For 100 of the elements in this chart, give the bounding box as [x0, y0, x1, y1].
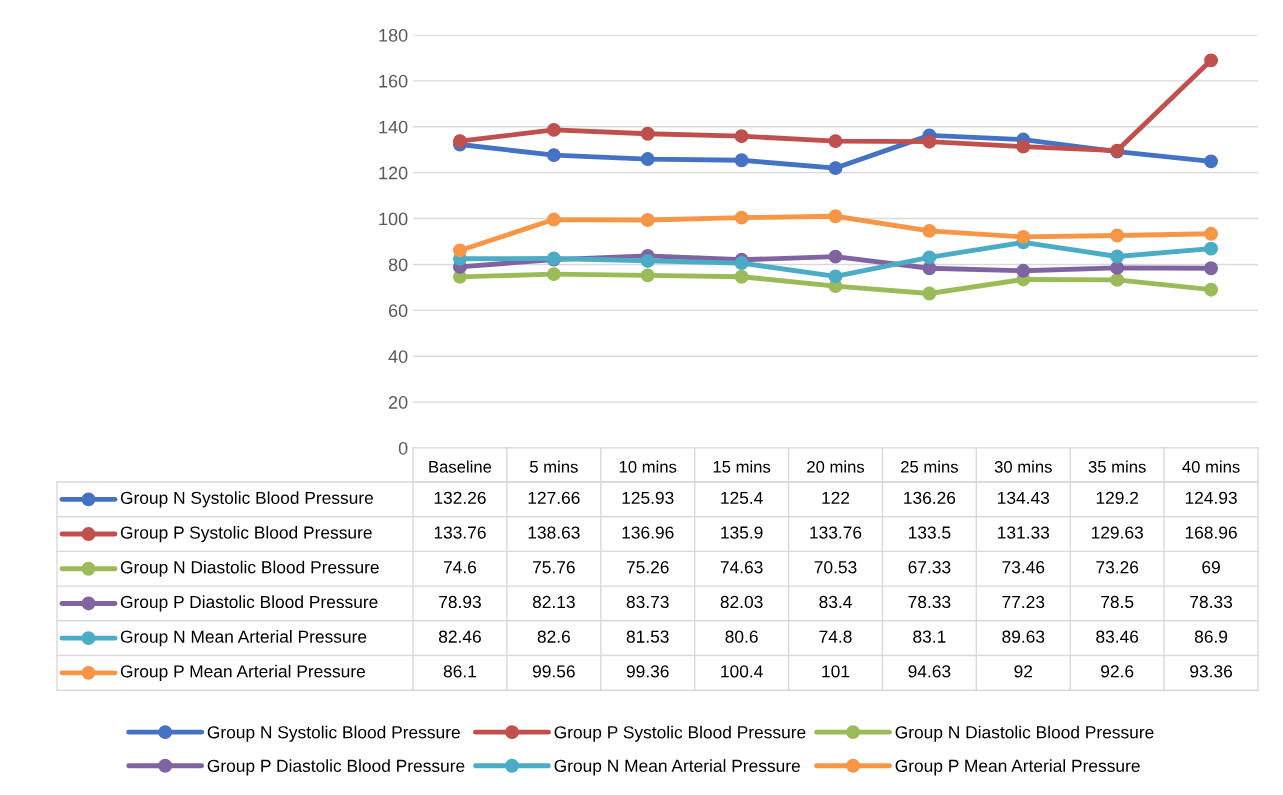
point: [1204, 282, 1219, 297]
text: Group N Diastolic Blood Pressure: [895, 725, 1154, 742]
x-tick-label: 20 mins: [807, 460, 865, 473]
data-label: 82.46: [438, 630, 481, 643]
y-tick-label: 160: [379, 74, 408, 88]
y-tick-label: 60: [388, 304, 408, 318]
y-tick-label: 40: [388, 350, 408, 363]
data-label: 70.53: [814, 561, 857, 574]
x-tick-label: 35 mins: [1088, 460, 1146, 473]
data-label: 131.33: [998, 526, 1050, 539]
point: [1110, 228, 1125, 243]
point: [1204, 154, 1219, 169]
data-label: 99.36: [626, 665, 669, 678]
point: [828, 269, 843, 284]
point: [452, 243, 467, 258]
x-tick-label: Baseline: [429, 460, 492, 473]
point: [1016, 139, 1031, 154]
x-tick-label: 30 mins: [994, 460, 1052, 473]
point: [828, 249, 843, 264]
point: [1016, 229, 1031, 244]
point: [1204, 261, 1219, 276]
point: [546, 122, 561, 137]
data-label: 127.66: [528, 491, 580, 505]
point: [922, 134, 937, 149]
point: [922, 223, 937, 238]
data-label: 75.76: [533, 561, 575, 574]
point: [640, 213, 655, 227]
legend-label: Group P Mean Arterial Pressure: [120, 664, 365, 681]
legend-label: Group N Mean Arterial Pressure: [120, 630, 367, 647]
data-label: 78.5: [1101, 595, 1134, 609]
data-label: 125.93: [622, 491, 674, 505]
point: [546, 212, 561, 227]
data-label: 83.4: [819, 595, 852, 609]
data-label: 86.9: [1194, 630, 1228, 643]
data-label: 136.26: [904, 491, 956, 505]
data-label: 135.9: [721, 526, 763, 539]
legend-label: Group N Diastolic Blood Pressure: [120, 560, 379, 577]
data-label: 124.93: [1185, 491, 1237, 505]
point: [1204, 53, 1219, 68]
data-label: 82.6: [537, 630, 570, 643]
point: [640, 152, 655, 167]
data-label: 94.63: [908, 665, 951, 678]
data-label: 122: [822, 491, 850, 504]
data-label: 83.46: [1096, 630, 1139, 643]
y-tick-label: 100: [379, 212, 408, 226]
data-label: 138.63: [528, 526, 580, 539]
point: [1016, 263, 1031, 278]
legend-label: Group P Diastolic Blood Pressure: [120, 595, 378, 612]
data-label: 133.76: [810, 526, 862, 539]
data-label: 73.26: [1096, 561, 1139, 574]
data-label: 99.56: [532, 665, 575, 678]
data-label: 132.26: [434, 491, 486, 505]
data-label: 92.6: [1101, 665, 1134, 678]
data-label: 83.73: [626, 595, 669, 609]
text: Group N Mean Arterial Pressure: [554, 759, 800, 776]
data-label: 125.4: [721, 491, 763, 505]
data-label: 82.13: [532, 595, 575, 609]
data-label: 80.6: [725, 630, 758, 643]
point: [1110, 272, 1125, 287]
x-tick-label: 5 mins: [529, 460, 578, 473]
data-label: 93.36: [1190, 665, 1233, 678]
y-tick-label: 140: [379, 120, 408, 134]
data-label: 81.53: [626, 630, 669, 643]
data-label: 74.8: [819, 630, 852, 643]
y-tick-label: 120: [379, 166, 408, 180]
text: Group N Systolic Blood Pressure: [207, 725, 460, 742]
point: [734, 129, 749, 144]
x-tick-label: 40 mins: [1182, 460, 1240, 473]
data-label: 69: [1202, 561, 1220, 574]
data-label: 74.63: [720, 561, 763, 574]
point: [734, 153, 749, 168]
data-label: 75.26: [626, 561, 669, 574]
data-label: 78.33: [1190, 595, 1233, 609]
point: [1110, 260, 1125, 275]
point: [734, 210, 749, 225]
text: Group P Systolic Blood Pressure: [554, 725, 806, 742]
point: [828, 161, 843, 176]
legend-label: Group N Systolic Blood Pressure: [120, 491, 373, 508]
data-label: 74.6: [443, 561, 477, 574]
data-label: 92: [1014, 665, 1033, 678]
point: [828, 209, 843, 224]
point: [1204, 226, 1219, 241]
data-label: 86.1: [443, 665, 476, 678]
point: [828, 134, 843, 149]
point: [922, 286, 937, 301]
y-tick-label: 20: [388, 396, 408, 409]
data-label: 129.2: [1096, 491, 1139, 505]
data-label: 89.63: [1002, 630, 1045, 643]
data-label: 129.63: [1091, 526, 1143, 539]
data-label: 78.93: [439, 595, 481, 609]
point: [1204, 241, 1219, 256]
data-label: 82.03: [720, 595, 763, 609]
point: [640, 126, 655, 141]
data-label: 78.33: [908, 595, 951, 609]
point: [734, 256, 749, 271]
text: Group P Diastolic Blood Pressure: [207, 759, 465, 776]
point: [640, 268, 655, 283]
data-label: 100.4: [721, 665, 763, 678]
x-tick-label: 10 mins: [619, 460, 677, 473]
point: [1110, 249, 1125, 264]
